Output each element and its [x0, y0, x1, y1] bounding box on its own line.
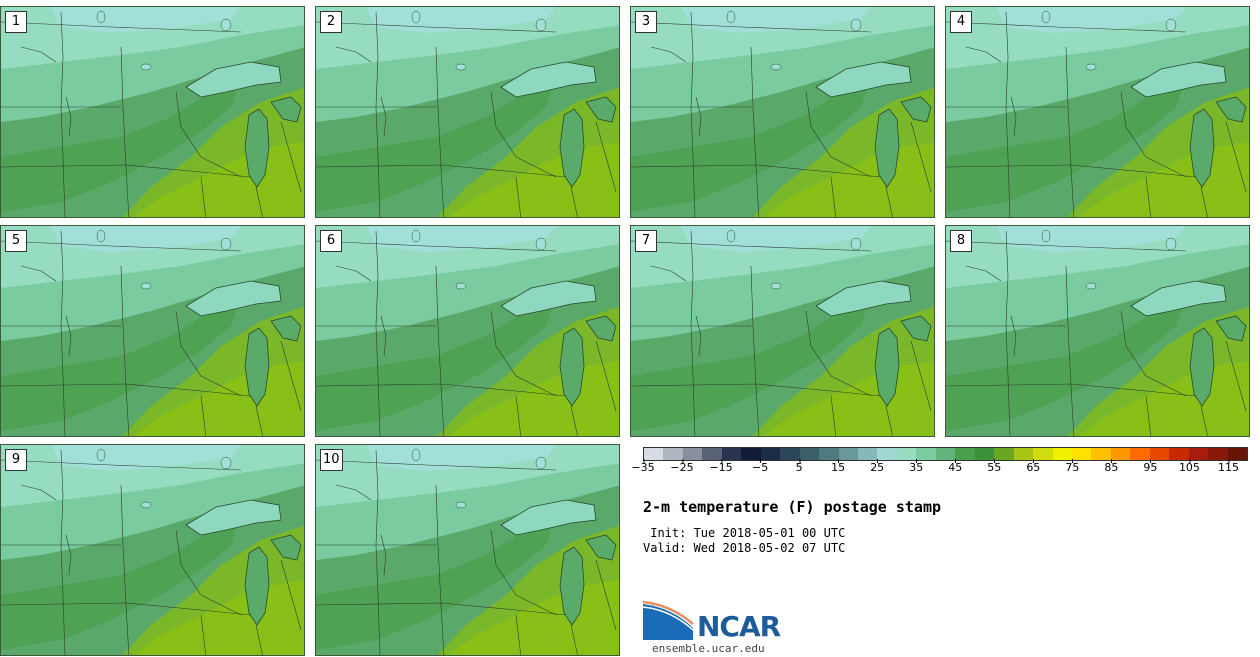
- colorbar-swatch: [994, 448, 1014, 460]
- stamp-panel-9: 9: [0, 444, 305, 656]
- ncar-logo-text: NCAR: [697, 610, 781, 643]
- panel-label: 6: [320, 230, 342, 252]
- panel-label: 5: [5, 230, 27, 252]
- stamp-panel-6: 6: [315, 225, 620, 437]
- stamp-panel-8: 8: [945, 225, 1250, 437]
- panel-label: 4: [950, 11, 972, 33]
- colorbar-tick-label: 15: [831, 459, 846, 474]
- panel-label: 10: [320, 449, 343, 471]
- panel-label: 2: [320, 11, 342, 33]
- colorbar-swatch: [1227, 448, 1248, 460]
- stamp-panel-7: 7: [630, 225, 935, 437]
- stamp-panel-10: 10: [315, 444, 620, 656]
- colorbar-swatch: [1169, 448, 1189, 460]
- colorbar-swatch: [1130, 448, 1150, 460]
- colorbar-swatch: [1091, 448, 1111, 460]
- colorbar-swatch: [702, 448, 722, 460]
- colorbar-swatch: [644, 448, 664, 460]
- colorbar-swatch: [741, 448, 761, 460]
- colorbar-swatch: [1188, 448, 1209, 460]
- colorbar-swatch: [935, 448, 956, 460]
- colorbar-tick-label: −25: [670, 459, 694, 474]
- map-9: [1, 445, 304, 655]
- colorbar-swatch: [1013, 448, 1034, 460]
- colorbar-swatch: [916, 448, 936, 460]
- ncar-logo-icon: [643, 600, 694, 640]
- colorbar-swatch: [682, 448, 703, 460]
- map-3: [631, 7, 934, 217]
- colorbar-swatch: [1149, 448, 1170, 460]
- colorbar-tick-label: 55: [987, 459, 1002, 474]
- colorbar-swatch: [799, 448, 820, 460]
- colorbar-tick-label: 35: [909, 459, 924, 474]
- site-url: ensemble.ucar.edu: [652, 642, 765, 655]
- colorbar-tick-label: 105: [1178, 459, 1200, 474]
- map-1: [1, 7, 304, 217]
- panel-label: 8: [950, 230, 972, 252]
- panel-label: 9: [5, 449, 27, 471]
- colorbar-tick-label: 95: [1143, 459, 1158, 474]
- stamp-panel-5: 5: [0, 225, 305, 437]
- colorbar-ticks: −35 −25 −15 −5 5 15 25 35 45 55 65 75 85 95 105 115: [631, 459, 1248, 485]
- map-7: [631, 226, 934, 436]
- map-5: [1, 226, 304, 436]
- colorbar-tick-label: 65: [1026, 459, 1041, 474]
- colorbar-tick-label: −35: [631, 459, 655, 474]
- plot-title: 2-m temperature (F) postage stamp: [643, 498, 942, 516]
- colorbar-swatch: [760, 448, 781, 460]
- colorbar-swatch: [819, 448, 839, 460]
- colorbar-swatch: [1110, 448, 1131, 460]
- colorbar-tick-label: 115: [1217, 459, 1239, 474]
- map-8: [946, 226, 1249, 436]
- map-2: [316, 7, 619, 217]
- panel-label: 7: [635, 230, 657, 252]
- colorbar-tick-label: 45: [948, 459, 963, 474]
- colorbar-swatch: [838, 448, 858, 460]
- colorbar-swatch: [974, 448, 995, 460]
- colorbar-swatch: [1052, 448, 1072, 460]
- stamp-panel-2: 2: [315, 6, 620, 218]
- stamp-panel-4: 4: [945, 6, 1250, 218]
- valid-time: Valid: Wed 2018-05-02 07 UTC: [643, 541, 846, 555]
- panel-label: 3: [635, 11, 657, 33]
- colorbar-tick-label: 85: [1104, 459, 1119, 474]
- stamp-panel-3: 3: [630, 6, 935, 218]
- colorbar-tick-label: 5: [795, 459, 803, 474]
- panel-label: 1: [5, 11, 27, 33]
- colorbar-swatch: [857, 448, 878, 460]
- map-6: [316, 226, 619, 436]
- temperature-colorbar: [643, 447, 1248, 461]
- colorbar-tick-label: −15: [709, 459, 733, 474]
- map-10: [316, 445, 619, 655]
- init-time: Init: Tue 2018-05-01 00 UTC: [643, 526, 846, 540]
- colorbar-swatch: [1033, 448, 1053, 460]
- colorbar-swatch: [1071, 448, 1092, 460]
- colorbar-swatch: [780, 448, 800, 460]
- colorbar-swatch: [663, 448, 683, 460]
- stamp-panel-1: 1: [0, 6, 305, 218]
- colorbar-tick-label: −5: [751, 459, 769, 474]
- colorbar-swatch: [721, 448, 742, 460]
- map-4: [946, 7, 1249, 217]
- colorbar-swatch: [896, 448, 917, 460]
- colorbar-tick-label: 75: [1065, 459, 1080, 474]
- colorbar-swatch: [1208, 448, 1228, 460]
- colorbar-swatch: [955, 448, 975, 460]
- colorbar-swatch: [877, 448, 897, 460]
- colorbar-tick-label: 25: [870, 459, 885, 474]
